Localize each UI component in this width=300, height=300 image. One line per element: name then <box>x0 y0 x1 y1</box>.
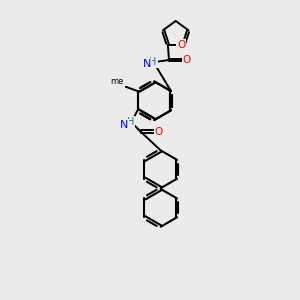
Text: H: H <box>127 117 134 127</box>
Text: O: O <box>177 40 185 50</box>
Text: O: O <box>183 55 191 65</box>
Text: N: N <box>142 59 151 69</box>
Text: N: N <box>120 120 128 130</box>
Text: O: O <box>154 127 163 137</box>
Text: me: me <box>111 77 124 86</box>
Text: H: H <box>149 57 157 67</box>
